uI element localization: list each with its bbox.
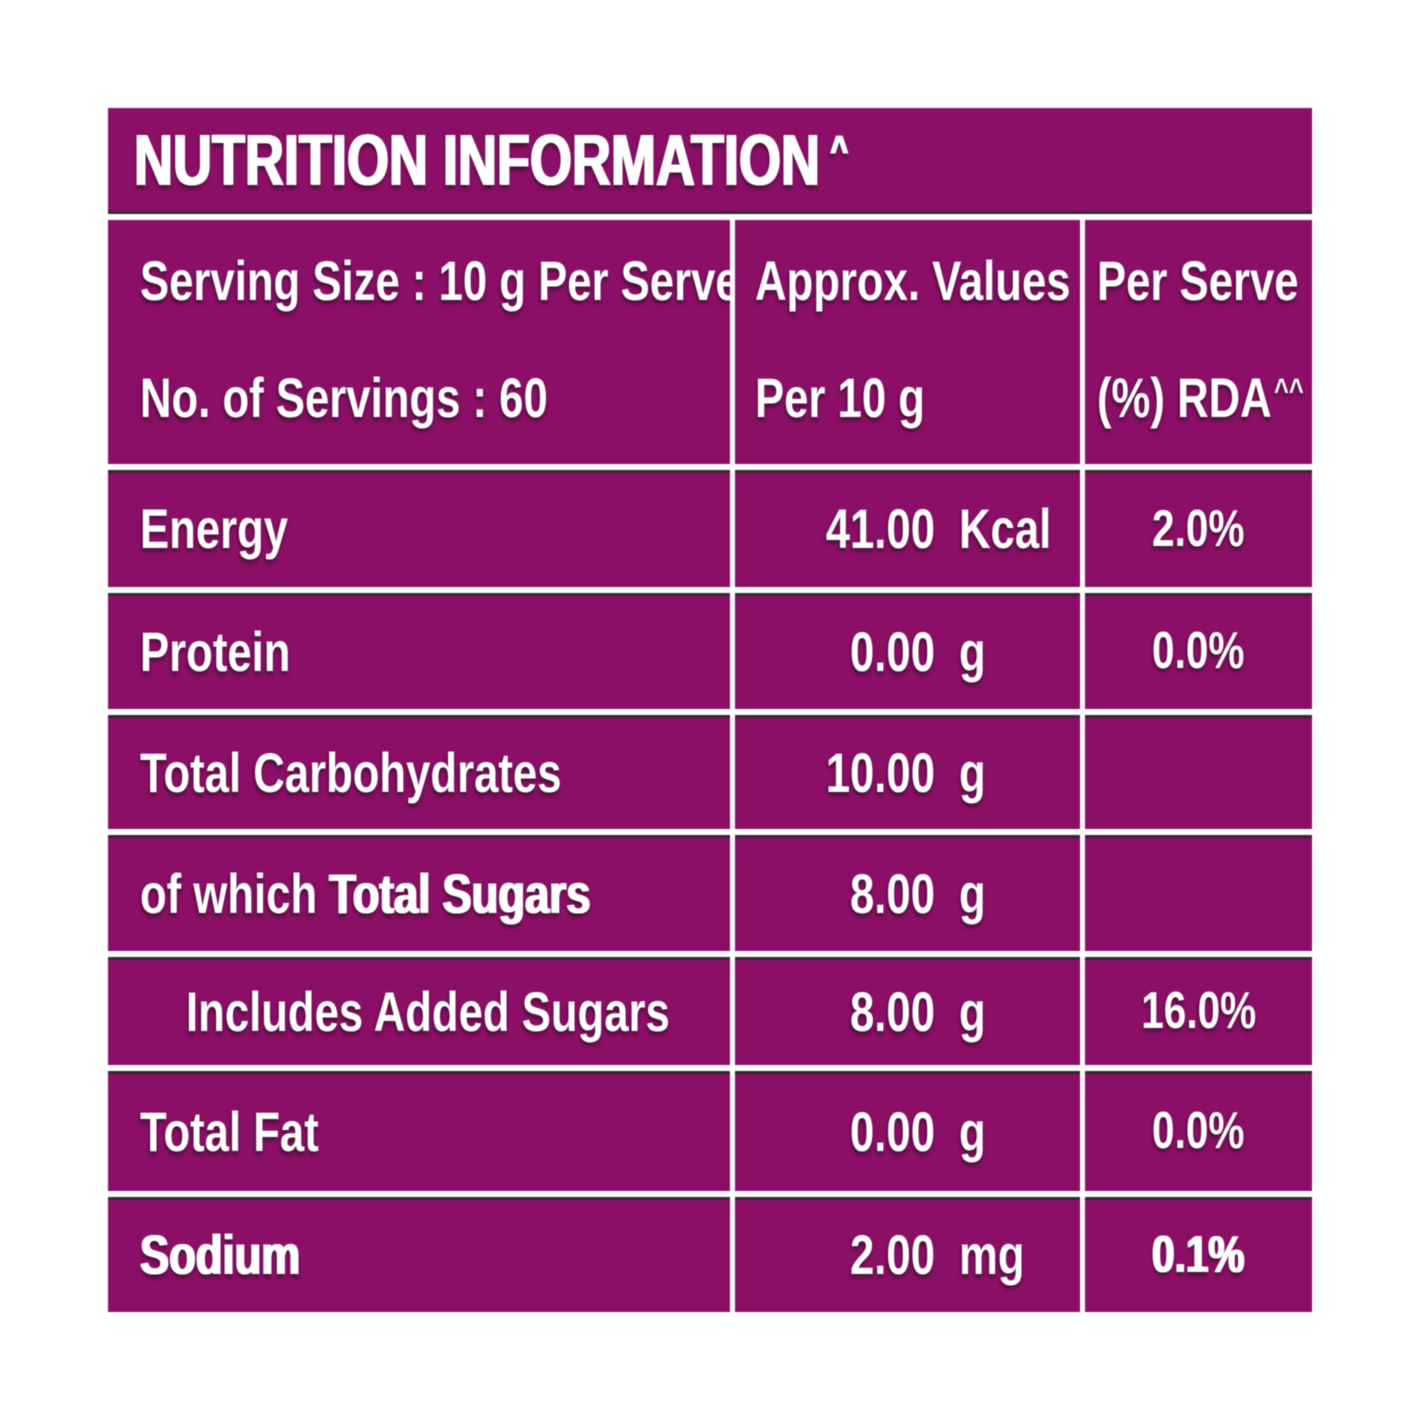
row-protein-label: Protein <box>108 587 730 709</box>
rda-text: (%) RDA^^ <box>1097 365 1304 430</box>
total-sugars-prefix: of which <box>140 861 330 925</box>
total-sugars-text: Total Sugars <box>329 861 591 925</box>
approx-values-text: Approx. Values <box>755 249 1071 312</box>
row-total-sugars-value: 8.00 g <box>730 829 1080 951</box>
servings-count-text: No. of Servings : 60 <box>140 366 548 429</box>
header-serving-info: Serving Size : 10 g Per Serve No. of Ser… <box>108 220 730 464</box>
row-added-sugars-value: 8.00 g <box>730 951 1080 1065</box>
row-protein-rda: 0.0% <box>1080 587 1312 709</box>
header-per-serve-rda: Per Serve (%) RDA^^ <box>1080 220 1312 464</box>
nutrition-label: NUTRITION INFORMATION ^ Serving Size : 10… <box>108 108 1312 1312</box>
serving-size-text: Serving Size : 10 g Per Serve <box>140 249 730 312</box>
per-10g-text: Per 10 g <box>755 366 925 429</box>
row-sodium-rda: 0.1% <box>1080 1191 1312 1312</box>
row-total-sugars-label: of which Total Sugars <box>108 829 730 951</box>
row-total-fat-rda: 0.0% <box>1080 1065 1312 1191</box>
row-total-sugars-rda <box>1080 829 1312 951</box>
row-total-fat-value: 0.00 g <box>730 1065 1080 1191</box>
title-caret: ^ <box>830 127 849 174</box>
row-carbohydrates-label: Total Carbohydrates <box>108 709 730 829</box>
row-added-sugars-label: Includes Added Sugars <box>108 951 730 1065</box>
page-title-text: NUTRITION INFORMATION <box>134 121 820 201</box>
row-carbohydrates-value: 10.00 g <box>730 709 1080 829</box>
row-added-sugars-rda: 16.0% <box>1080 951 1312 1065</box>
header-approx-values: Approx. Values Per 10 g <box>730 220 1080 464</box>
row-sodium-label: Sodium <box>108 1191 730 1312</box>
nutrition-title-cell: NUTRITION INFORMATION ^ <box>108 108 1312 220</box>
row-total-fat-label: Total Fat <box>108 1065 730 1191</box>
per-serve-text: Per Serve <box>1097 249 1299 312</box>
rda-carets: ^^ <box>1274 371 1304 408</box>
row-energy-rda: 2.0% <box>1080 464 1312 587</box>
row-sodium-value: 2.00 mg <box>730 1191 1080 1312</box>
row-energy-value: 41.00 Kcal <box>730 464 1080 587</box>
row-protein-value: 0.00 g <box>730 587 1080 709</box>
page-title: NUTRITION INFORMATION ^ <box>134 120 848 202</box>
rda-label: (%) RDA <box>1097 366 1272 429</box>
row-carbohydrates-rda <box>1080 709 1312 829</box>
row-energy-label: Energy <box>108 464 730 587</box>
